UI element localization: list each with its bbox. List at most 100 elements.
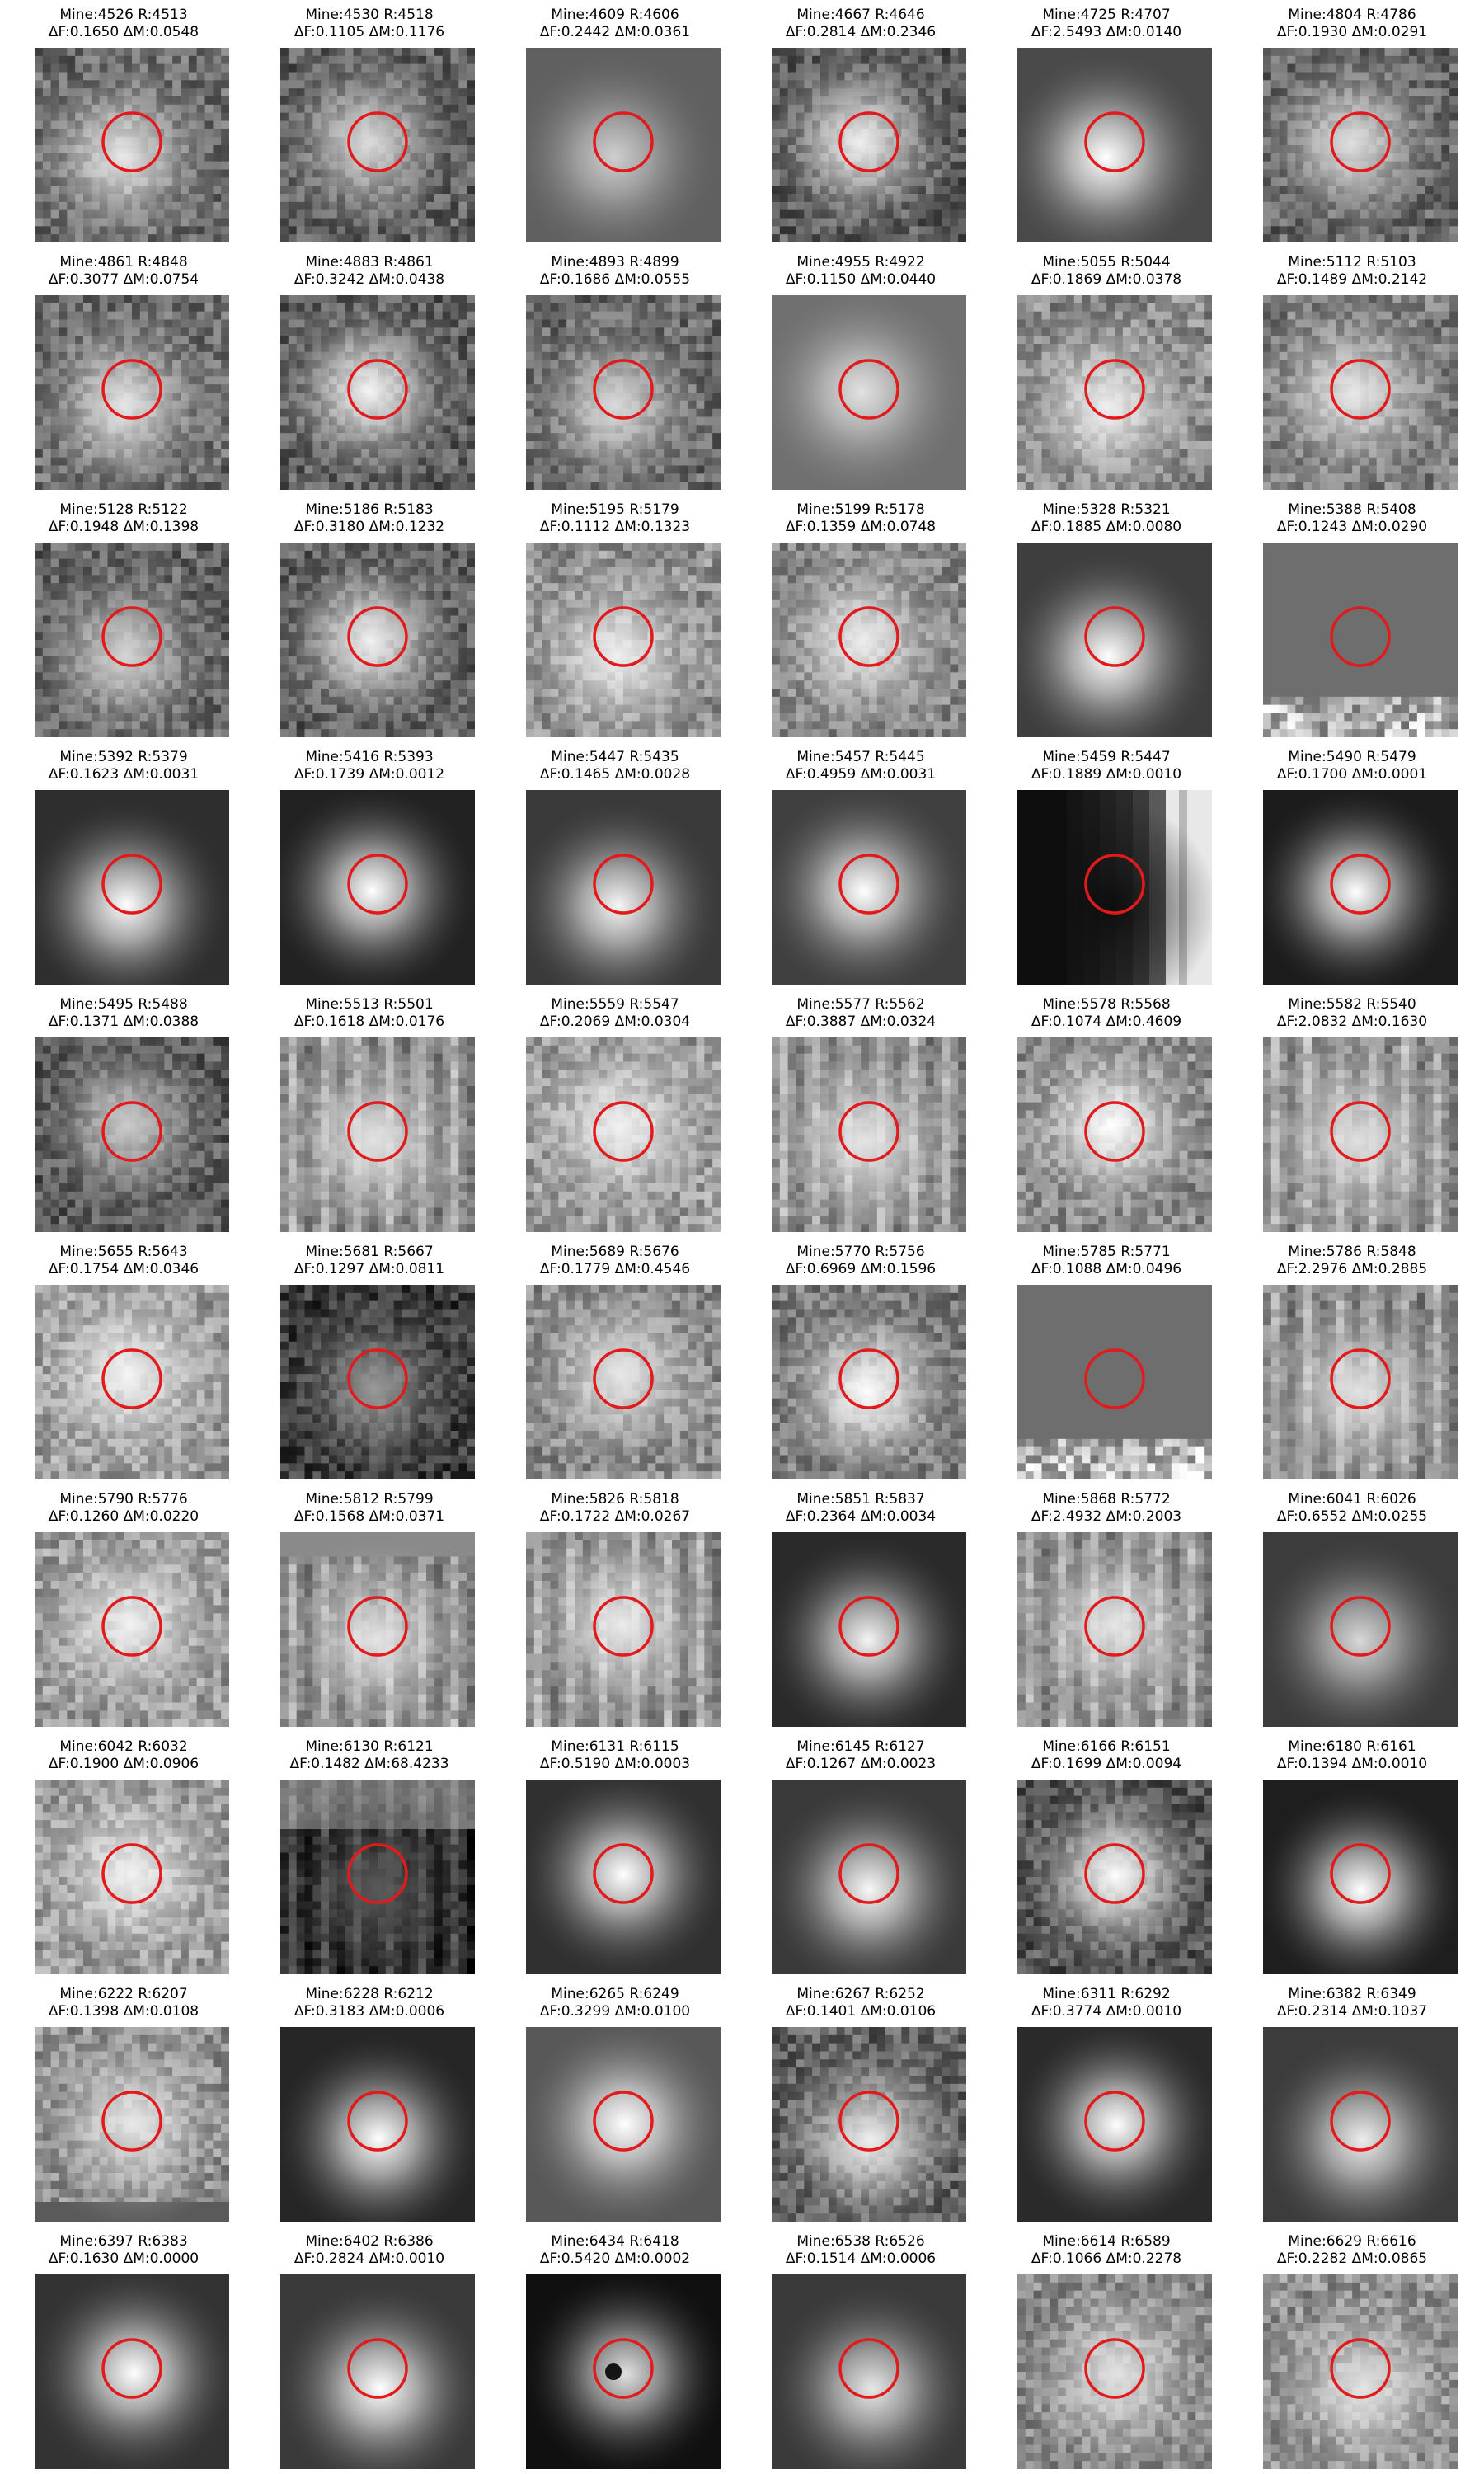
panel-delta-line: ΔF:2.5493 ΔM:0.0140: [983, 24, 1230, 41]
cutout-image: [526, 1780, 721, 1974]
cutout-image: [280, 1532, 475, 1727]
panel-id-line: Mine:5513 R:5501: [246, 996, 493, 1014]
panel-id-line: Mine:5328 R:5321: [983, 501, 1230, 519]
cutout-image: [1263, 1037, 1458, 1232]
panel-delta-line: ΔF:0.1482 ΔM:68.4233: [246, 1756, 493, 1773]
aperture-circle: [1330, 854, 1391, 915]
panel-delta-line: ΔF:0.1297 ΔM:0.0811: [246, 1261, 493, 1278]
panel-delta-line: ΔF:2.4932 ΔM:0.2003: [983, 1508, 1230, 1526]
panel-delta-line: ΔF:0.1885 ΔM:0.0080: [983, 519, 1230, 536]
aperture-circle: [101, 854, 162, 915]
panel-delta-line: ΔF:0.3887 ΔM:0.0324: [737, 1014, 984, 1031]
cutout-panel: Mine:5582 R:5540 ΔF:2.0832 ΔM:0.1630: [1228, 990, 1476, 1237]
cutout-panel: Mine:5416 R:5393 ΔF:0.1739 ΔM:0.0012: [246, 742, 493, 990]
panel-id-line: Mine:4530 R:4518: [246, 7, 493, 24]
aperture-circle: [101, 1596, 162, 1657]
cutout-panel: Mine:6145 R:6127 ΔF:0.1267 ΔM:0.0023: [737, 1732, 984, 1979]
cutout-panel: Mine:4609 R:4606 ΔF:0.2442 ΔM:0.0361: [491, 0, 739, 247]
aperture-circle: [1084, 359, 1145, 420]
panel-title: Mine:6145 R:6127 ΔF:0.1267 ΔM:0.0023: [737, 1738, 984, 1773]
panel-title: Mine:5681 R:5667 ΔF:0.1297 ΔM:0.0811: [246, 1244, 493, 1278]
panel-delta-line: ΔF:0.1401 ΔM:0.0106: [737, 2003, 984, 2020]
cutout-panel: Mine:6402 R:6386 ΔF:0.2824 ΔM:0.0010: [246, 2227, 493, 2474]
cutout-image: [526, 1532, 721, 1727]
panel-title: Mine:5790 R:5776 ΔF:0.1260 ΔM:0.0220: [0, 1491, 247, 1526]
panel-title: Mine:5457 R:5445 ΔF:0.4959 ΔM:0.0031: [737, 749, 984, 783]
cutout-panel: Mine:5388 R:5408 ΔF:0.1243 ΔM:0.0290: [1228, 495, 1476, 742]
aperture-circle: [838, 606, 899, 667]
panel-delta-line: ΔF:0.1359 ΔM:0.0748: [737, 519, 984, 536]
cutout-image: [526, 295, 721, 490]
panel-title: Mine:4526 R:4513 ΔF:0.1650 ΔM:0.0548: [0, 7, 247, 41]
aperture-circle: [1084, 2338, 1145, 2399]
cutout-panel: Mine:6041 R:6026 ΔF:0.6552 ΔM:0.0255: [1228, 1484, 1476, 1732]
cutout-panel: Mine:4804 R:4786 ΔF:0.1930 ΔM:0.0291: [1228, 0, 1476, 247]
panel-id-line: Mine:5128 R:5122: [0, 501, 247, 519]
panel-title: Mine:5490 R:5479 ΔF:0.1700 ΔM:0.0001: [1228, 749, 1476, 783]
cutout-panel: Mine:5559 R:5547 ΔF:0.2069 ΔM:0.0304: [491, 990, 739, 1237]
panel-id-line: Mine:6614 R:6589: [983, 2233, 1230, 2251]
panel-title: Mine:5770 R:5756 ΔF:0.6969 ΔM:0.1596: [737, 1244, 984, 1278]
cutout-image: [280, 790, 475, 985]
aperture-circle: [593, 111, 654, 172]
cutout-panel: Mine:6629 R:6616 ΔF:0.2282 ΔM:0.0865: [1228, 2227, 1476, 2474]
panel-title: Mine:6538 R:6526 ΔF:0.1514 ΔM:0.0006: [737, 2233, 984, 2268]
cutout-image: [1263, 790, 1458, 985]
panel-title: Mine:6267 R:6252 ΔF:0.1401 ΔM:0.0106: [737, 1986, 984, 2020]
panel-id-line: Mine:5577 R:5562: [737, 996, 984, 1014]
cutout-panel: Mine:6180 R:6161 ΔF:0.1394 ΔM:0.0010: [1228, 1732, 1476, 1979]
aperture-circle: [101, 1843, 162, 1904]
aperture-circle: [593, 1348, 654, 1409]
cutout-image: [772, 48, 966, 242]
cutout-panel: Mine:5392 R:5379 ΔF:0.1623 ΔM:0.0031: [0, 742, 247, 990]
panel-id-line: Mine:6311 R:6292: [983, 1986, 1230, 2003]
panel-id-line: Mine:5447 R:5435: [491, 749, 739, 766]
cutout-image: [35, 2274, 229, 2469]
panel-id-line: Mine:5786 R:5848: [1228, 1244, 1476, 1261]
cutout-image: [1263, 1780, 1458, 1974]
panel-delta-line: ΔF:2.0832 ΔM:0.1630: [1228, 1014, 1476, 1031]
panel-delta-line: ΔF:0.6969 ΔM:0.1596: [737, 1261, 984, 1278]
panel-delta-line: ΔF:0.2814 ΔM:0.2346: [737, 24, 984, 41]
panel-id-line: Mine:5689 R:5676: [491, 1244, 739, 1261]
cutout-image: [772, 1037, 966, 1232]
panel-id-line: Mine:5582 R:5540: [1228, 996, 1476, 1014]
panel-id-line: Mine:4893 R:4899: [491, 254, 739, 271]
panel-delta-line: ΔF:0.1371 ΔM:0.0388: [0, 1014, 247, 1031]
cutout-image: [280, 1285, 475, 1479]
panel-id-line: Mine:6130 R:6121: [246, 1738, 493, 1756]
panel-title: Mine:6180 R:6161 ΔF:0.1394 ΔM:0.0010: [1228, 1738, 1476, 1773]
cutout-panel: Mine:4526 R:4513 ΔF:0.1650 ΔM:0.0548: [0, 0, 247, 247]
panel-delta-line: ΔF:0.1623 ΔM:0.0031: [0, 766, 247, 783]
cutout-panel: Mine:5055 R:5044 ΔF:0.1869 ΔM:0.0378: [983, 247, 1230, 495]
cutout-image: [35, 1780, 229, 1974]
panel-title: Mine:6228 R:6212 ΔF:0.3183 ΔM:0.0006: [246, 1986, 493, 2020]
cutout-panel: Mine:5112 R:5103 ΔF:0.1489 ΔM:0.2142: [1228, 247, 1476, 495]
panel-id-line: Mine:5578 R:5568: [983, 996, 1230, 1014]
cutout-panel: Mine:6614 R:6589 ΔF:0.1066 ΔM:0.2278: [983, 2227, 1230, 2474]
cutout-panel: Mine:4955 R:4922 ΔF:0.1150 ΔM:0.0440: [737, 247, 984, 495]
panel-id-line: Mine:6131 R:6115: [491, 1738, 739, 1756]
panel-id-line: Mine:4804 R:4786: [1228, 7, 1476, 24]
cutout-panel: Mine:6267 R:6252 ΔF:0.1401 ΔM:0.0106: [737, 1979, 984, 2227]
aperture-circle: [1084, 1596, 1145, 1657]
cutout-image: [1017, 790, 1212, 985]
panel-title: Mine:4530 R:4518 ΔF:0.1105 ΔM:0.1176: [246, 7, 493, 41]
panel-title: Mine:6166 R:6151 ΔF:0.1699 ΔM:0.0094: [983, 1738, 1230, 1773]
panel-delta-line: ΔF:0.4959 ΔM:0.0031: [737, 766, 984, 783]
panel-delta-line: ΔF:0.1112 ΔM:0.1323: [491, 519, 739, 536]
cutout-image: [1017, 48, 1212, 242]
panel-id-line: Mine:5490 R:5479: [1228, 749, 1476, 766]
aperture-circle: [1084, 2091, 1145, 2152]
cutout-panel: Mine:6228 R:6212 ΔF:0.3183 ΔM:0.0006: [246, 1979, 493, 2227]
cutout-image: [1263, 2027, 1458, 2222]
cutout-image: [35, 48, 229, 242]
panel-delta-line: ΔF:0.1105 ΔM:0.1176: [246, 24, 493, 41]
aperture-circle: [347, 1101, 408, 1162]
cutout-image: [772, 543, 966, 737]
panel-title: Mine:5459 R:5447 ΔF:0.1889 ΔM:0.0010: [983, 749, 1230, 783]
panel-delta-line: ΔF:2.2976 ΔM:0.2885: [1228, 1261, 1476, 1278]
aperture-circle: [593, 359, 654, 420]
cutout-panel: Mine:5577 R:5562 ΔF:0.3887 ΔM:0.0324: [737, 990, 984, 1237]
panel-delta-line: ΔF:0.1398 ΔM:0.0108: [0, 2003, 247, 2020]
